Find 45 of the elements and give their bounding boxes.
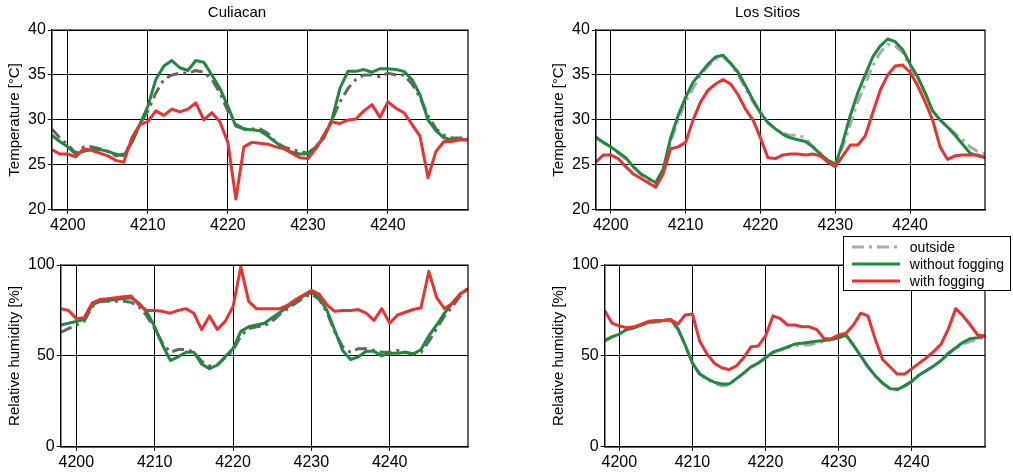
y-tick-label: 35 bbox=[572, 65, 590, 83]
y-axis-title: Relative humidity [%] bbox=[5, 285, 23, 426]
legend-label: with fogging bbox=[909, 272, 985, 289]
y-tick-label: 25 bbox=[572, 155, 590, 173]
legend-label: outside bbox=[909, 238, 955, 255]
x-tick-label: 4230 bbox=[817, 215, 854, 233]
y-tick-label: 25 bbox=[28, 155, 46, 173]
x-tick-label: 4210 bbox=[667, 215, 704, 233]
x-tick-label: 4200 bbox=[50, 215, 86, 233]
x-tick-label: 4210 bbox=[130, 215, 166, 233]
y-tick-label: 20 bbox=[572, 200, 590, 218]
x-tick-label: 4240 bbox=[892, 215, 929, 233]
x-tick-label: 4220 bbox=[747, 452, 784, 470]
x-tick-label: 4230 bbox=[293, 452, 330, 470]
x-tick-label: 4200 bbox=[601, 452, 638, 470]
x-tick-label: 4200 bbox=[58, 452, 95, 470]
y-tick-label: 40 bbox=[572, 20, 590, 38]
chart-title: Los Sitios bbox=[734, 3, 801, 21]
y-axis-title: Temperature [°C] bbox=[549, 63, 567, 177]
y-axis-title: Temperature [°C] bbox=[5, 63, 23, 177]
y-tick-label: 50 bbox=[36, 346, 55, 364]
y-tick-label: 50 bbox=[580, 346, 599, 364]
y-tick-label: 35 bbox=[28, 65, 46, 83]
y-tick-label: 0 bbox=[45, 437, 55, 455]
x-tick-label: 4210 bbox=[136, 452, 173, 470]
y-tick-label: 0 bbox=[589, 437, 599, 455]
y-axis-title: Relative humidity [%] bbox=[549, 285, 567, 426]
x-tick-label: 4240 bbox=[370, 215, 406, 233]
x-tick-label: 4230 bbox=[820, 452, 857, 470]
x-tick-label: 4220 bbox=[742, 215, 779, 233]
x-tick-label: 4240 bbox=[371, 452, 408, 470]
legend-label: without fogging bbox=[909, 255, 1004, 272]
x-tick-label: 4230 bbox=[290, 215, 326, 233]
x-tick-label: 4220 bbox=[215, 452, 251, 470]
x-tick-label: 4240 bbox=[894, 452, 930, 470]
x-tick-label: 4220 bbox=[210, 215, 246, 233]
y-tick-label: 30 bbox=[572, 110, 590, 128]
chart-title: Culiacan bbox=[207, 3, 267, 21]
x-tick-label: 4200 bbox=[592, 215, 629, 233]
y-tick-label: 40 bbox=[28, 20, 46, 38]
x-tick-label: 4210 bbox=[674, 452, 711, 470]
y-tick-label: 30 bbox=[28, 110, 46, 128]
y-tick-label: 20 bbox=[28, 200, 46, 218]
y-tick-label: 100 bbox=[571, 255, 599, 273]
y-tick-label: 100 bbox=[27, 255, 55, 273]
